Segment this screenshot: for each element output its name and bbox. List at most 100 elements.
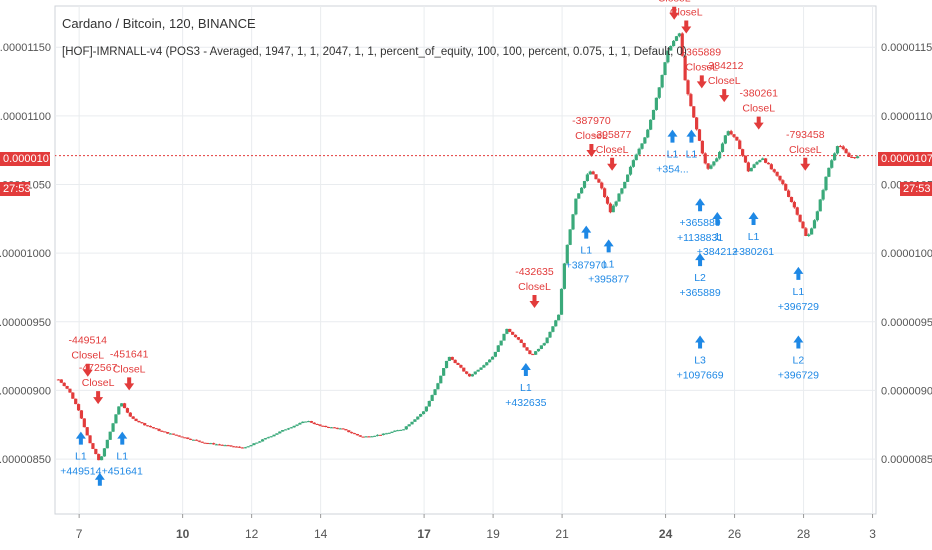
candle-body (131, 416, 135, 419)
candle-body (574, 198, 578, 215)
y-tick-label-right: 0.00000850 (881, 454, 932, 466)
candle-body (232, 446, 236, 448)
candle-body (689, 94, 693, 107)
x-tick-label: 14 (314, 527, 328, 541)
candle-body (752, 164, 756, 168)
candle-body (812, 220, 817, 229)
candle-body (649, 119, 653, 130)
exit-label: -387970 (572, 115, 611, 127)
y-tick-label-left: 0.00000850 (0, 454, 51, 466)
exit-marker: -380261 CloseL (739, 88, 778, 130)
candle-body (166, 432, 170, 434)
entry-marker: L1 +380261 (733, 211, 774, 258)
candle-body (375, 434, 380, 436)
candle-body (844, 149, 848, 154)
candle-body (197, 440, 201, 442)
candle-body (617, 193, 621, 202)
candle-body (203, 442, 207, 444)
candle-body (396, 430, 400, 432)
candle-body (352, 433, 357, 435)
exit-label: CloseL (596, 144, 629, 156)
exit-label: -365889 (683, 46, 722, 58)
candle-body (416, 416, 420, 420)
study-label: [HOF]-IMRNALL-v4 (POS3 - Averaged, 1947,… (62, 46, 687, 58)
candle-body (605, 197, 610, 204)
exit-label: CloseL (113, 363, 146, 375)
candle-body (597, 179, 601, 183)
exit-label: CloseL (82, 377, 115, 389)
entry-marker: 1 +384212 (697, 211, 738, 258)
candle-body (240, 447, 245, 449)
candle-body (143, 423, 147, 426)
candle-body (393, 430, 397, 432)
candle-body (407, 424, 411, 427)
candle-body (151, 427, 155, 429)
entry-label: L1 (580, 245, 592, 257)
exit-marker: CloseL (670, 6, 703, 34)
candle-body (810, 228, 814, 235)
entry-label: L1 (75, 451, 87, 463)
candle-body (850, 157, 854, 159)
candle-body (71, 392, 75, 399)
candle-body (56, 379, 61, 381)
candle-body (255, 442, 259, 444)
candle-body (436, 383, 440, 390)
candle-body (419, 414, 423, 417)
candle-body (361, 436, 365, 438)
y-tick-label-right: 0.00001100 (881, 111, 932, 123)
entry-label: L1 (748, 231, 760, 243)
candle-body (723, 135, 727, 144)
candle-body (206, 443, 210, 445)
candle-body (350, 432, 354, 434)
candle-body (430, 395, 434, 401)
y-tick-label-left: 0.00001000 (0, 248, 51, 260)
candle-body (709, 165, 713, 169)
candle-body (640, 143, 644, 149)
candle-body (424, 406, 429, 412)
candle-body (628, 166, 633, 175)
candle-body (626, 174, 630, 182)
arrow-down-icon (753, 116, 764, 130)
candle-body (623, 181, 627, 189)
candle-body (516, 337, 520, 340)
candle-body (465, 371, 469, 374)
candle-body (789, 196, 794, 203)
candle-body (614, 201, 618, 206)
candle-body (775, 171, 779, 176)
candle-body (444, 360, 449, 369)
candle-body (97, 454, 101, 461)
candle-body (148, 425, 153, 428)
candle-body (608, 203, 612, 213)
exit-marker: -451641 CloseL (110, 348, 149, 391)
candle-body (65, 385, 69, 389)
candle-body (91, 443, 95, 449)
candle-body (493, 351, 497, 357)
candle-body (743, 155, 748, 163)
candle-body (370, 436, 374, 438)
candle-body (729, 131, 733, 135)
candle-body (631, 160, 635, 167)
candle-body (217, 444, 222, 446)
exit-marker: -395877 CloseL (593, 129, 632, 171)
candle-body (505, 328, 509, 334)
candle-body (327, 426, 331, 428)
candle-body (387, 432, 391, 434)
arrow-up-icon (603, 239, 614, 253)
candle-body (683, 55, 687, 81)
arrow-down-icon (529, 295, 540, 309)
candle-body (243, 447, 247, 449)
exit-marker: -384212 CloseL (705, 60, 744, 103)
candle-body (496, 345, 500, 352)
candle-body (160, 430, 164, 432)
chart-title: Cardano / Bitcoin, 120, BINANCE (62, 16, 256, 31)
entry-label: +380261 (733, 246, 774, 258)
candle-body (807, 234, 811, 236)
candle-body (637, 148, 641, 155)
grid-lines (54, 5, 877, 515)
exit-label: -472567 (79, 362, 118, 374)
x-tick-label: 12 (245, 527, 259, 541)
candle-body (364, 436, 368, 438)
x-tick-label: 7 (76, 527, 83, 541)
candle-body (548, 331, 552, 338)
